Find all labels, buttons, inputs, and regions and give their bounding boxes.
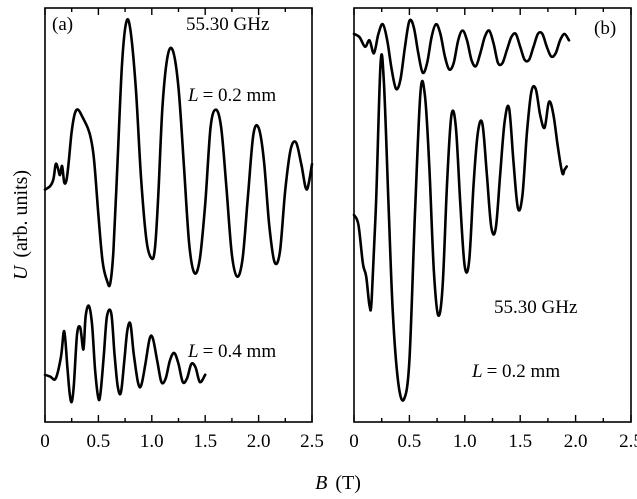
panel-b-trace-0 bbox=[352, 53, 568, 402]
panel-a-xtick-label: 0 bbox=[40, 431, 50, 452]
panel-a-xtick-label: 1.5 bbox=[193, 431, 217, 452]
panel-a-length-value-0: = 0.2 mm bbox=[203, 85, 277, 106]
x-axis-label: B (T) bbox=[315, 472, 361, 494]
panel-a: 0 0.5 1.0 1.5 2.0 2.5 (a) 55.30 GHz L = 0.2 mm… bbox=[40, 7, 324, 452]
y-axis-label: U (arb. units) bbox=[10, 170, 32, 280]
panel-b-length-var: L bbox=[471, 361, 483, 382]
panel-a-xtick-label: 2.0 bbox=[247, 431, 271, 452]
x-axis-units: (T) bbox=[335, 472, 361, 494]
panel-b-xtick-label: 2.5 bbox=[619, 431, 637, 452]
panel-b-xtick-label: 0 bbox=[349, 431, 359, 452]
panel-a-label: (a) bbox=[52, 14, 73, 35]
panel-a-length-label-0: L = 0.2 mm bbox=[187, 85, 276, 106]
x-axis-var: B bbox=[315, 472, 327, 494]
panel-b-trace-1 bbox=[352, 18, 571, 91]
panel-a-xtick-label: 1.0 bbox=[140, 431, 164, 452]
panel-b-length-label: L = 0.2 mm bbox=[471, 361, 560, 382]
panel-a-length-var-0: L bbox=[187, 85, 199, 106]
y-axis-var: U bbox=[10, 264, 32, 280]
panel-b-label: (b) bbox=[594, 18, 616, 39]
panel-b-ticks bbox=[353, 8, 632, 422]
panel-b-xtick-label: 0.5 bbox=[398, 431, 422, 452]
panel-b-frequency: 55.30 GHz bbox=[494, 297, 577, 318]
panel-b: 0 0.5 1.0 1.5 2.0 2.5 (b) 55.30 GHz L= 0.2 mm bbox=[349, 7, 637, 452]
panel-b-xtick-label: 2.0 bbox=[564, 431, 588, 452]
panel-a-xtick-label: 2.5 bbox=[300, 431, 324, 452]
panel-a-length-var-1: L bbox=[187, 341, 199, 362]
y-axis-units: (arb. units) bbox=[10, 170, 32, 258]
panel-b-xtick-label: 1.0 bbox=[453, 431, 477, 452]
panel-a-xtick-label: 0.5 bbox=[87, 431, 111, 452]
panel-a-ticks bbox=[44, 8, 313, 422]
panel-a-frequency: 55.30 GHz bbox=[186, 14, 269, 35]
panel-b-xtick-labels: 0 0.5 1.0 1.5 2.0 2.5 bbox=[349, 431, 637, 452]
panel-a-trace-1 bbox=[43, 304, 207, 404]
panel-a-length-value-1: = 0.4 mm bbox=[203, 341, 277, 362]
panel-a-xtick-labels: 0 0.5 1.0 1.5 2.0 2.5 bbox=[40, 431, 324, 452]
panel-b-xtick-label: 1.5 bbox=[508, 431, 532, 452]
panel-b-length-value: = 0.2 mm bbox=[487, 361, 561, 382]
panel-a-length-label-1: L = 0.4 mm bbox=[187, 341, 276, 362]
panel-a-trace-0 bbox=[43, 17, 314, 288]
